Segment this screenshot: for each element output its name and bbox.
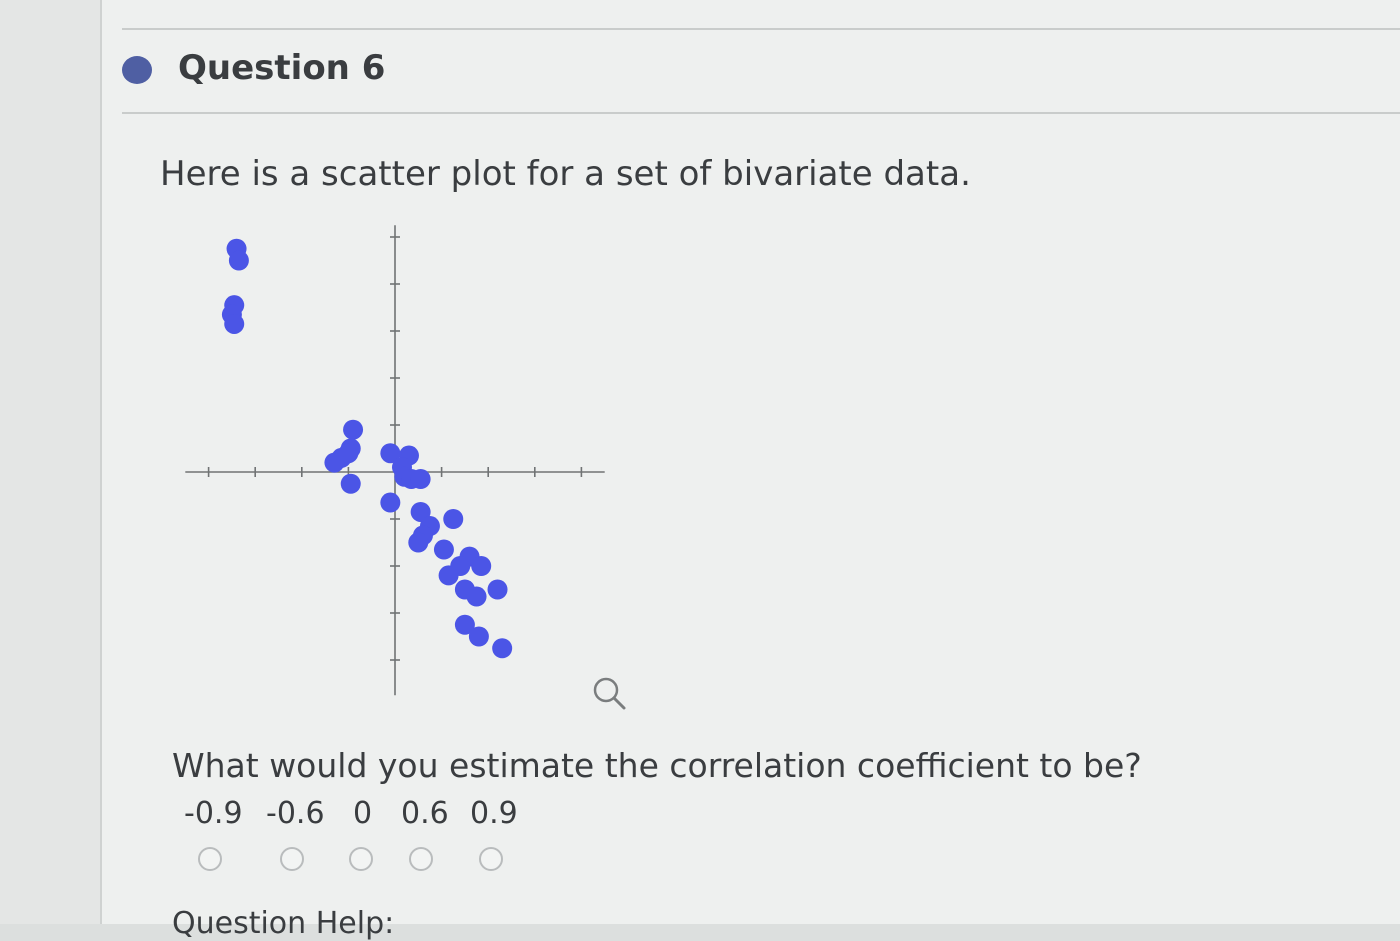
data-point [338, 443, 359, 464]
data-point [443, 509, 464, 529]
option-radio-5[interactable] [479, 847, 503, 871]
option-label-3: 0 [353, 796, 373, 831]
correlation-question: What would you estimate the correlation … [172, 746, 1142, 785]
option-label-4: 0.6 [401, 796, 449, 831]
option-radio-3[interactable] [349, 847, 373, 871]
data-point [224, 313, 245, 334]
data-point [343, 419, 364, 440]
data-point [466, 586, 487, 607]
data-point [438, 565, 459, 586]
data-point [380, 443, 401, 464]
question-prompt: Here is a scatter plot for a set of biva… [160, 154, 971, 194]
data-point [492, 638, 513, 659]
data-point [410, 469, 431, 490]
left-margin [0, 0, 102, 924]
plot-points [221, 238, 513, 659]
question-status-dot [122, 56, 152, 84]
question-panel: Question 6 Here is a scatter plot for a … [102, 0, 1400, 941]
option-radio-2[interactable] [280, 847, 304, 871]
data-point [380, 492, 401, 513]
data-point [410, 501, 431, 522]
data-point [487, 579, 508, 600]
option-label-5: 0.9 [470, 796, 518, 831]
data-point [454, 614, 475, 635]
data-point [433, 539, 454, 560]
header-divider [122, 112, 1400, 114]
option-label-1: -0.9 [184, 796, 243, 831]
data-point [340, 473, 361, 494]
data-point [228, 250, 249, 271]
data-point [468, 626, 489, 647]
option-radio-4[interactable] [409, 847, 433, 871]
top-divider [122, 28, 1400, 30]
magnifier-icon[interactable] [593, 677, 626, 710]
data-point [471, 556, 492, 576]
data-point [408, 532, 429, 553]
option-label-2: -0.6 [266, 796, 325, 831]
option-radio-1[interactable] [198, 847, 222, 871]
question-title: Question 6 [178, 48, 386, 88]
